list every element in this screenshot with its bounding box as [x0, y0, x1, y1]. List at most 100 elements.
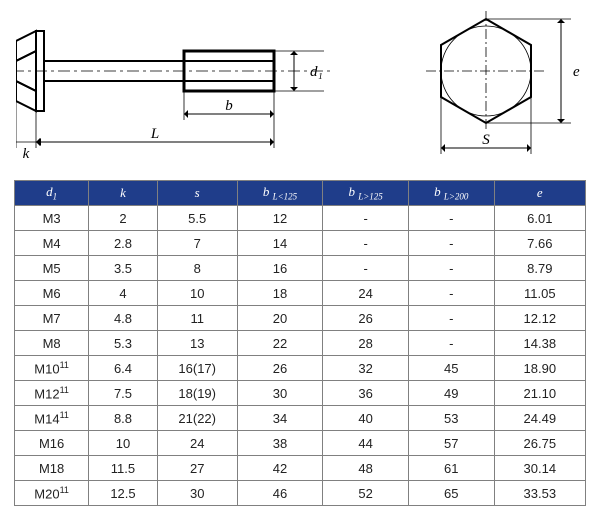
cell: - — [408, 331, 494, 356]
cell: 14.38 — [494, 331, 585, 356]
cell: 26.75 — [494, 431, 585, 456]
cell: - — [323, 231, 409, 256]
cell: 3.5 — [89, 256, 158, 281]
cell: 48 — [323, 456, 409, 481]
cell: 11 — [157, 306, 237, 331]
cell: 24 — [157, 431, 237, 456]
cell: 46 — [237, 481, 323, 506]
cell: 12.12 — [494, 306, 585, 331]
svg-text:d₁: d₁ — [310, 64, 323, 80]
cell: 4.8 — [89, 306, 158, 331]
cell: 36 — [323, 381, 409, 406]
cell: 12 — [237, 206, 323, 231]
cell: 27 — [157, 456, 237, 481]
spec-table: d1ksb L<125b L>125b L>200e M325.512--6.0… — [14, 180, 586, 506]
col-header-4: b L>125 — [323, 181, 409, 206]
col-header-0: d1 — [15, 181, 89, 206]
cell: - — [408, 281, 494, 306]
cell: 18(19) — [157, 381, 237, 406]
cell: 4 — [89, 281, 158, 306]
cell: M8 — [15, 331, 89, 356]
cell: 30 — [157, 481, 237, 506]
cell: 18 — [237, 281, 323, 306]
cell: M1411 — [15, 406, 89, 431]
svg-text:e: e — [573, 64, 580, 80]
cell: - — [408, 206, 494, 231]
cell: 22 — [237, 331, 323, 356]
cell: 20 — [237, 306, 323, 331]
cell: 45 — [408, 356, 494, 381]
cell: 49 — [408, 381, 494, 406]
svg-text:k: k — [23, 146, 30, 162]
cell: 28 — [323, 331, 409, 356]
table-row: M64101824-11.05 — [15, 281, 586, 306]
col-header-1: k — [89, 181, 158, 206]
cell: 7 — [157, 231, 237, 256]
cell: 26 — [237, 356, 323, 381]
cell: 32 — [323, 356, 409, 381]
cell: M6 — [15, 281, 89, 306]
cell: - — [408, 256, 494, 281]
cell: 12.5 — [89, 481, 158, 506]
cell: 11.05 — [494, 281, 585, 306]
table-body: M325.512--6.01M42.8714--7.66M53.5816--8.… — [15, 206, 586, 506]
table-row: M14118.821(22)34405324.49 — [15, 406, 586, 431]
cell: 53 — [408, 406, 494, 431]
cell: 40 — [323, 406, 409, 431]
cell: 65 — [408, 481, 494, 506]
cell: 6.4 — [89, 356, 158, 381]
cell: M2011 — [15, 481, 89, 506]
cell: 5.5 — [157, 206, 237, 231]
cell: 16 — [237, 256, 323, 281]
cell: 8.8 — [89, 406, 158, 431]
cell: 30.14 — [494, 456, 585, 481]
cell: 61 — [408, 456, 494, 481]
table-row: M85.3132228-14.38 — [15, 331, 586, 356]
cell: M1011 — [15, 356, 89, 381]
cell: - — [323, 256, 409, 281]
bolt-diagram: d₁bLkeS — [16, 6, 584, 166]
cell: - — [408, 306, 494, 331]
table-row: M325.512--6.01 — [15, 206, 586, 231]
col-header-2: s — [157, 181, 237, 206]
table-row: M10116.416(17)26324518.90 — [15, 356, 586, 381]
cell: 2 — [89, 206, 158, 231]
cell: 18.90 — [494, 356, 585, 381]
col-header-5: b L>200 — [408, 181, 494, 206]
cell: 33.53 — [494, 481, 585, 506]
cell: M4 — [15, 231, 89, 256]
cell: 24 — [323, 281, 409, 306]
cell: 6.01 — [494, 206, 585, 231]
cell: 8.79 — [494, 256, 585, 281]
cell: 14 — [237, 231, 323, 256]
cell: 26 — [323, 306, 409, 331]
table-header-row: d1ksb L<125b L>125b L>200e — [15, 181, 586, 206]
cell: 5.3 — [89, 331, 158, 356]
cell: 8 — [157, 256, 237, 281]
svg-text:L: L — [150, 126, 159, 142]
col-header-3: b L<125 — [237, 181, 323, 206]
cell: 34 — [237, 406, 323, 431]
cell: M1211 — [15, 381, 89, 406]
cell: M7 — [15, 306, 89, 331]
cell: M16 — [15, 431, 89, 456]
table-row: M201112.53046526533.53 — [15, 481, 586, 506]
cell: 42 — [237, 456, 323, 481]
cell: - — [408, 231, 494, 256]
cell: 52 — [323, 481, 409, 506]
table-row: M53.5816--8.79 — [15, 256, 586, 281]
svg-text:S: S — [482, 132, 490, 148]
table-row: M16102438445726.75 — [15, 431, 586, 456]
cell: 11.5 — [89, 456, 158, 481]
cell: 57 — [408, 431, 494, 456]
cell: 7.66 — [494, 231, 585, 256]
cell: 38 — [237, 431, 323, 456]
cell: M5 — [15, 256, 89, 281]
cell: 7.5 — [89, 381, 158, 406]
cell: 2.8 — [89, 231, 158, 256]
table-row: M74.8112026-12.12 — [15, 306, 586, 331]
cell: 16(17) — [157, 356, 237, 381]
cell: M3 — [15, 206, 89, 231]
cell: M18 — [15, 456, 89, 481]
table-row: M1811.52742486130.14 — [15, 456, 586, 481]
